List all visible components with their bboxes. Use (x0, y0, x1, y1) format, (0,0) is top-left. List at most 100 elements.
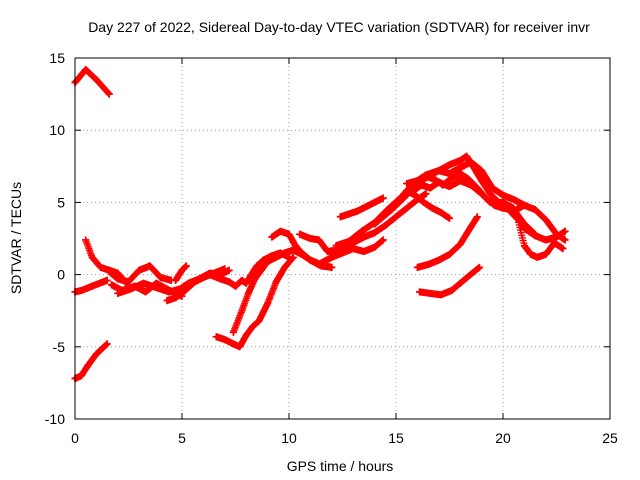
data-point (437, 209, 445, 217)
data-point (88, 282, 96, 290)
series-arc-11 (212, 253, 297, 351)
data-point (388, 206, 396, 214)
data-point (435, 167, 443, 175)
data-point (84, 362, 92, 370)
data-point (257, 266, 265, 274)
data-point (172, 294, 180, 302)
data-point (232, 282, 239, 290)
data-point (182, 262, 190, 270)
data-point (103, 340, 111, 348)
data-point (184, 284, 192, 292)
data-point (510, 196, 518, 204)
data-point (435, 178, 443, 186)
data-point (146, 262, 154, 270)
data-point (264, 258, 272, 266)
data-point (463, 152, 471, 160)
x-tick-label: 20 (495, 430, 511, 446)
data-point (426, 289, 434, 297)
data-point (178, 266, 186, 274)
y-tick-label: -10 (45, 411, 65, 427)
data-point (135, 266, 143, 274)
series-arc-15 (317, 236, 387, 267)
data-point (236, 343, 244, 351)
data-point (424, 260, 432, 268)
series-arc-21 (403, 187, 453, 222)
data-point (82, 236, 90, 244)
data-point (127, 285, 135, 293)
data-point (403, 180, 411, 188)
data-point (503, 204, 511, 212)
data-point (469, 162, 477, 170)
data-point (379, 194, 387, 202)
data-point (105, 268, 113, 276)
y-tick-label: -5 (53, 339, 66, 355)
data-point (420, 198, 428, 206)
data-point (446, 250, 453, 258)
data-point (379, 236, 387, 244)
axis-ticks: 0 5 10 15 20 25 -10 -5 0 5 10 15 (45, 50, 618, 446)
data-point (478, 177, 486, 185)
data-point (413, 263, 421, 271)
data-point (315, 236, 323, 244)
data-point (499, 198, 507, 206)
data-point (486, 198, 494, 206)
data-point (88, 253, 96, 261)
data-point (268, 233, 276, 241)
data-point (392, 213, 400, 221)
y-tick-label: 5 (57, 194, 65, 210)
data-point (255, 317, 263, 325)
data-point (289, 253, 297, 261)
data-point (276, 227, 284, 235)
data-point (456, 177, 464, 185)
data-point (125, 278, 132, 286)
data-point (371, 243, 379, 251)
data-point (246, 272, 254, 280)
data-point (475, 263, 483, 271)
data-point (345, 237, 353, 245)
data-point (229, 328, 237, 336)
data-point (371, 220, 379, 228)
data-point (422, 190, 430, 198)
data-point (142, 288, 150, 296)
data-point (328, 263, 336, 271)
data-point (514, 216, 522, 224)
data-point (448, 286, 456, 294)
y-tick-label: 10 (49, 122, 65, 138)
data-point (242, 279, 250, 287)
data-point (229, 340, 237, 348)
data-point (362, 203, 370, 211)
data-point (92, 350, 100, 358)
x-tick-label: 10 (281, 430, 297, 446)
plot-frame (74, 57, 611, 420)
data-point (345, 210, 353, 218)
data-point (339, 249, 346, 257)
data-point (446, 161, 453, 169)
data-point (531, 232, 539, 240)
data-point (411, 191, 419, 199)
data-point (413, 177, 421, 185)
data-point (542, 236, 550, 244)
data-point (403, 204, 411, 212)
data-point (253, 262, 261, 270)
data-point (478, 190, 486, 198)
data-point (77, 286, 85, 294)
data-point (371, 229, 379, 237)
data-point (499, 191, 507, 199)
data-point (285, 230, 293, 238)
data-point (238, 276, 246, 284)
data-point (249, 323, 257, 331)
data-point (422, 172, 430, 180)
data-point (559, 245, 567, 253)
data-point (467, 223, 475, 231)
data-point (217, 275, 225, 283)
data-point (336, 213, 344, 221)
data-point (561, 227, 569, 235)
data-point (139, 279, 147, 287)
data-point (428, 204, 436, 212)
data-point (527, 250, 535, 258)
data-point (291, 242, 299, 250)
data-point (542, 216, 550, 224)
data-point (221, 336, 229, 344)
data-point (92, 76, 100, 84)
